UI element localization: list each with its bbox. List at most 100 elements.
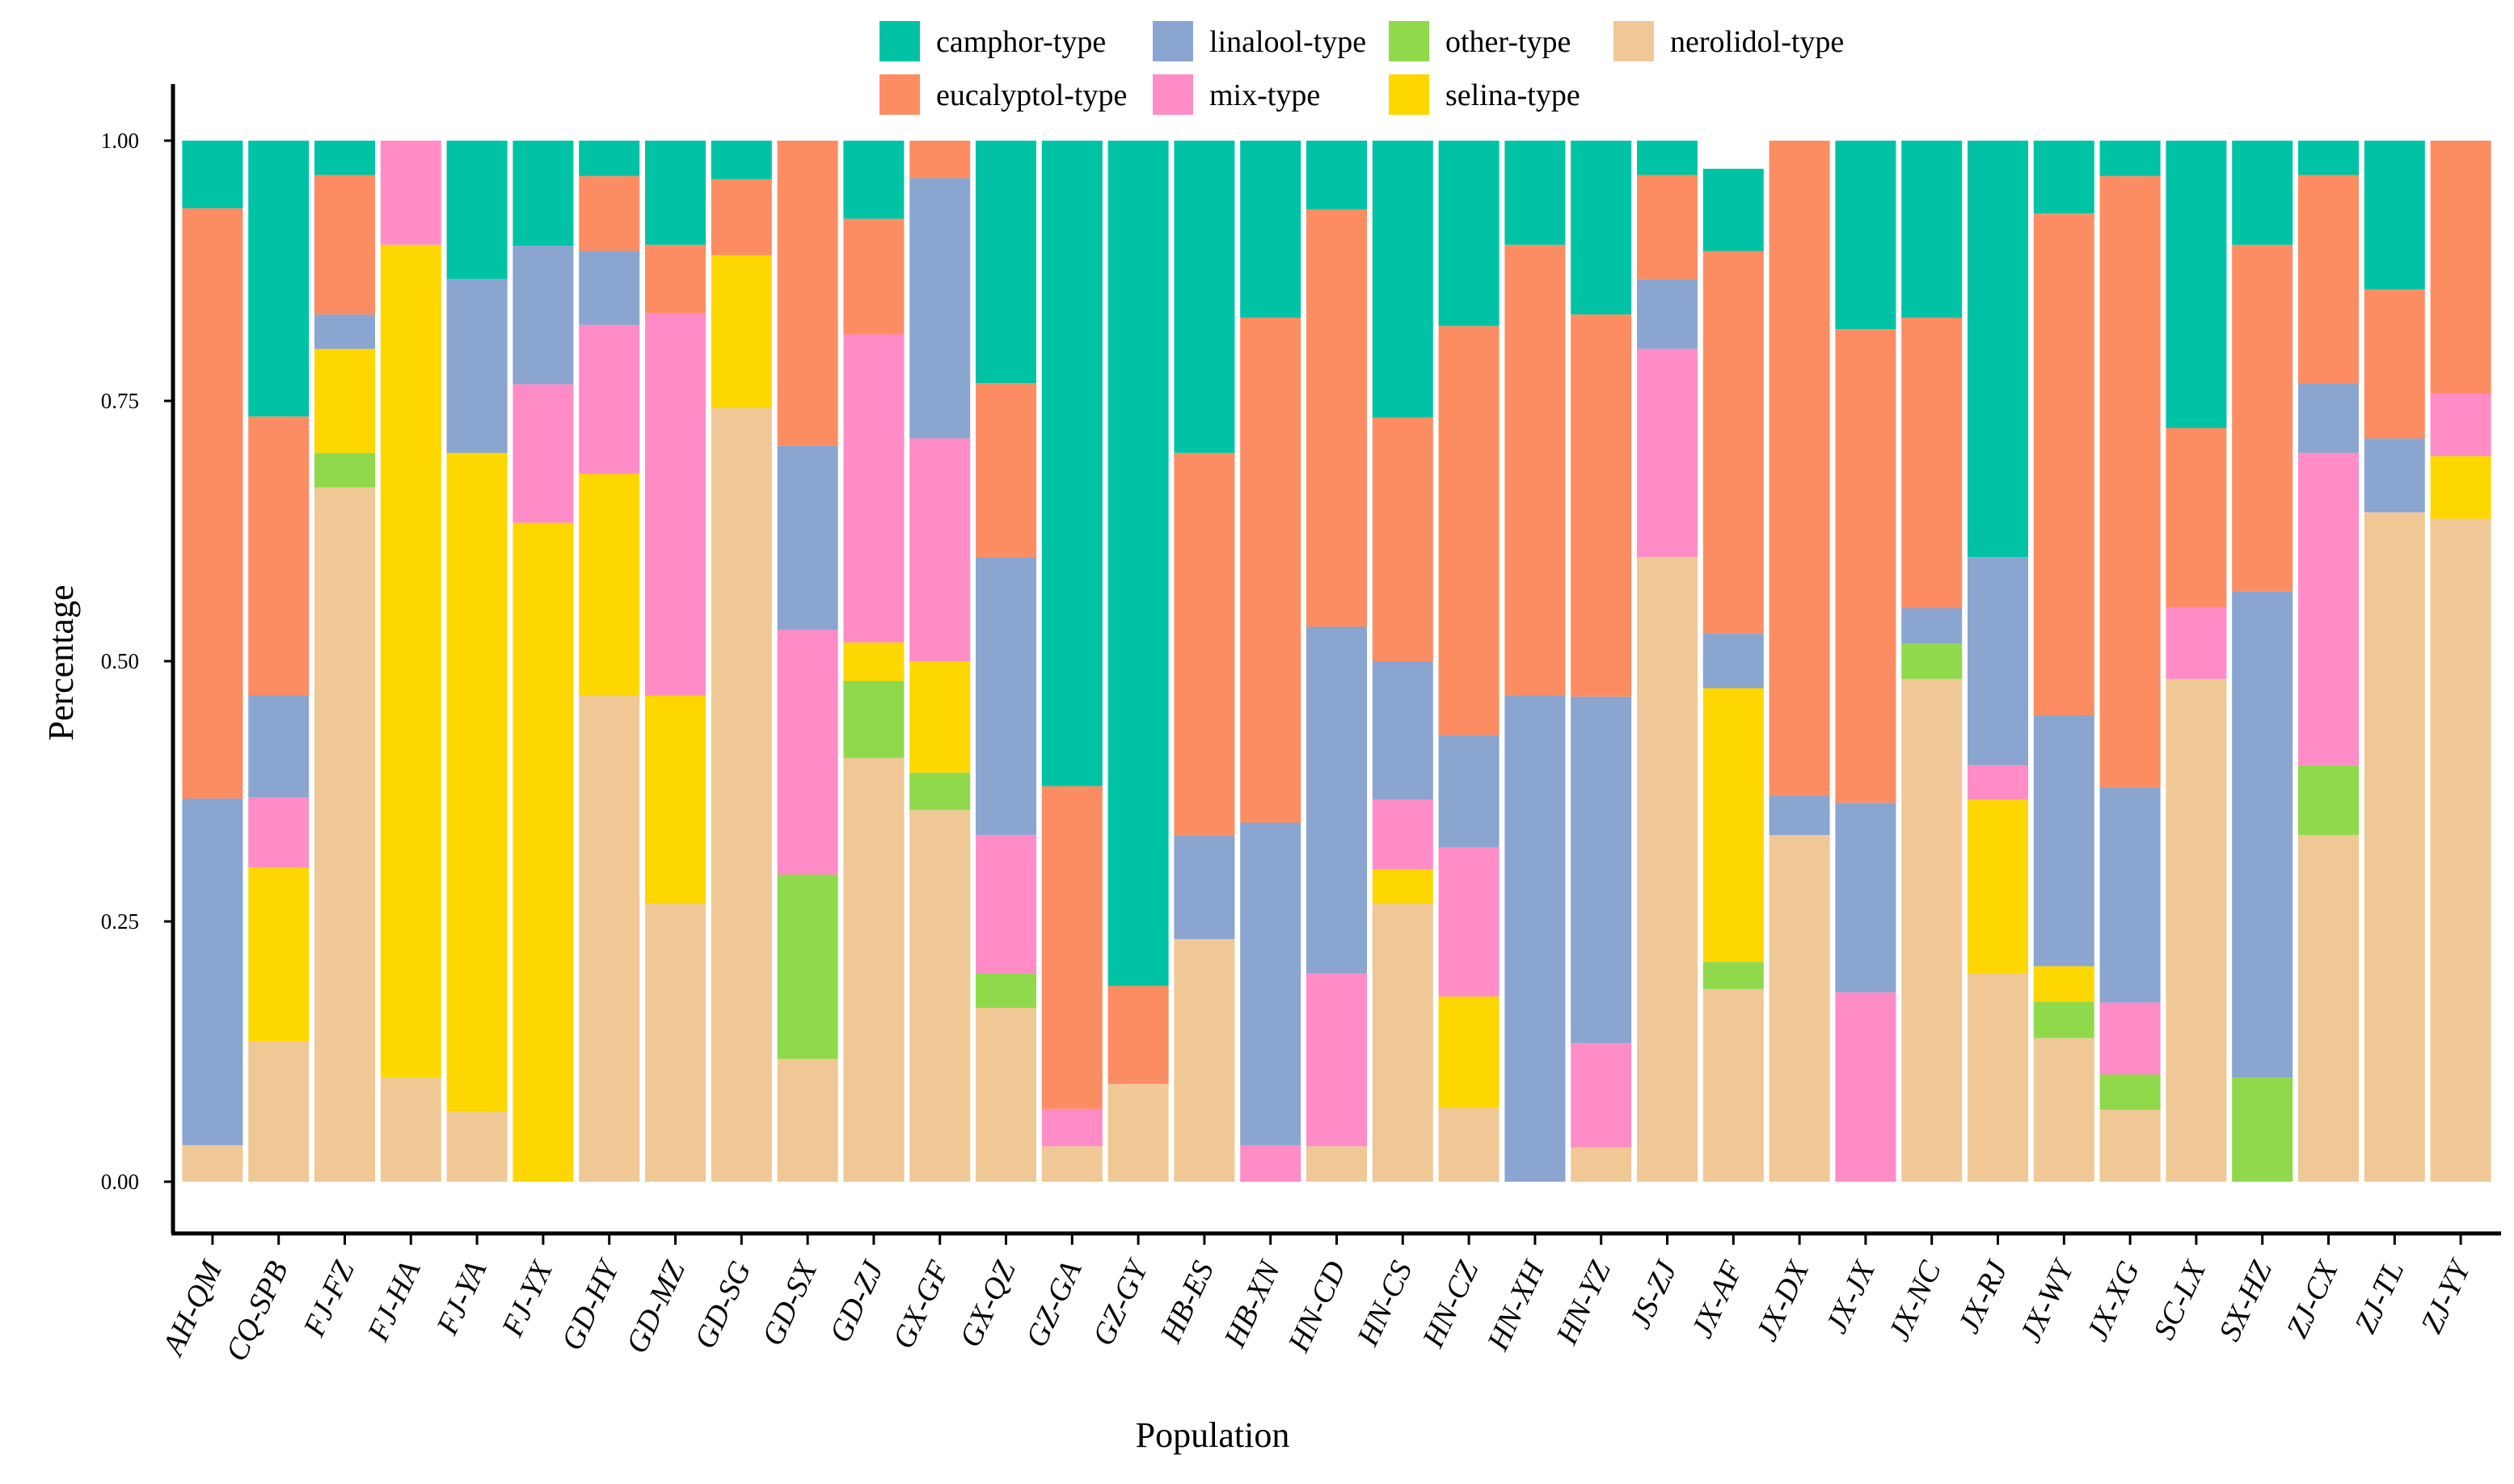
bar-segment-hn-cz-selina-type xyxy=(1438,996,1500,1108)
bar-segment-jx-af-other-type xyxy=(1702,962,1764,989)
bar-segment-hn-cz-eucalyptol-type xyxy=(1438,326,1500,736)
x-tick-label-jx-rj: JX-RJ xyxy=(1951,1254,2014,1339)
bar-segment-jx-rj-linalool-type xyxy=(1968,557,2028,765)
bar-segment-fj-ya-nerolidol-type xyxy=(446,1111,508,1182)
bar-segment-gx-qz-mix-type xyxy=(976,835,1036,974)
bar-segment-sx-hz-linalool-type xyxy=(2232,591,2293,1078)
x-tick-label-hb-xn: HB-XN xyxy=(1217,1254,1288,1353)
legend-swatch-other-type xyxy=(1389,21,1429,61)
bar-segment-sc-lx-eucalyptol-type xyxy=(2166,428,2227,607)
x-tick-label-gd-sx: GD-SX xyxy=(756,1254,825,1351)
legend-label-nerolidol-type: nerolidol-type xyxy=(1670,25,1844,59)
bar-segment-fj-yx-linalool-type xyxy=(513,246,574,385)
bar-segment-fj-yx-mix-type xyxy=(513,384,574,523)
bar-segment-js-zj-linalool-type xyxy=(1637,279,1698,349)
bar-segment-jx-nc-linalool-type xyxy=(1901,608,1963,644)
bar-segment-gx-gf-mix-type xyxy=(909,438,971,661)
bar-segment-fj-yx-selina-type xyxy=(513,522,574,1182)
bar-segment-sx-hz-other-type xyxy=(2232,1077,2293,1182)
bar-segment-zj-tl-linalool-type xyxy=(2364,438,2425,512)
x-tick-label-jx-nc: JX-NC xyxy=(1882,1255,1948,1346)
bar-segment-gx-gf-selina-type xyxy=(909,661,971,773)
bar-segment-fj-fz-camphor-type xyxy=(314,141,375,175)
bar-segment-hb-xn-eucalyptol-type xyxy=(1240,318,1301,823)
bar-segment-zj-tl-camphor-type xyxy=(2364,141,2425,290)
bar-segment-fj-fz-eucalyptol-type xyxy=(314,175,375,315)
bar-segment-js-zj-nerolidol-type xyxy=(1637,557,1698,1182)
bar-segment-zj-cx-mix-type xyxy=(2298,453,2359,765)
bar-segment-zj-yy-eucalyptol-type xyxy=(2430,141,2491,394)
x-tick-label-gd-zj: GD-ZJ xyxy=(823,1254,891,1347)
x-tick-label-gd-sg: GD-SG xyxy=(688,1256,757,1354)
x-tick-label-hb-es: HB-ES xyxy=(1154,1256,1221,1348)
bar-segment-gd-zj-camphor-type xyxy=(843,141,905,219)
bar-segment-jx-xg-eucalyptol-type xyxy=(2099,175,2161,787)
bar-segment-jx-nc-nerolidol-type xyxy=(1901,678,1963,1182)
bar-segment-jx-wy-eucalyptol-type xyxy=(2033,213,2094,715)
x-tick-label-gx-gf: GX-GF xyxy=(887,1255,957,1354)
legend-swatch-nerolidol-type xyxy=(1613,21,1654,61)
bar-segment-jx-jx-eucalyptol-type xyxy=(1835,329,1896,803)
bar-segment-gd-zj-other-type xyxy=(843,681,905,758)
bar-segment-gx-qz-camphor-type xyxy=(976,141,1036,384)
bar-segment-hn-xh-linalool-type xyxy=(1504,695,1566,1182)
bar-segment-hn-yz-mix-type xyxy=(1571,1043,1632,1148)
legend-label-eucalyptol-type: eucalyptol-type xyxy=(936,78,1127,112)
x-tick-label-gz-gy: GZ-GY xyxy=(1086,1254,1156,1351)
bar-segment-jx-dx-eucalyptol-type xyxy=(1769,141,1830,796)
bar-segment-cq-spb-eucalyptol-type xyxy=(248,416,310,696)
bar-segment-hb-xn-mix-type xyxy=(1240,1145,1301,1182)
bar-segment-hb-es-linalool-type xyxy=(1174,835,1235,939)
bar-segment-jx-af-linalool-type xyxy=(1702,633,1764,689)
bar-segment-gx-gf-nerolidol-type xyxy=(909,810,971,1182)
bar-segment-zj-tl-eucalyptol-type xyxy=(2364,289,2425,439)
bar-segment-gx-qz-linalool-type xyxy=(976,557,1036,836)
x-tick-label-hn-xh: HN-XH xyxy=(1480,1254,1552,1356)
bar-segment-gd-zj-selina-type xyxy=(843,642,905,681)
bar-segment-ah-qm-eucalyptol-type xyxy=(182,208,243,799)
bar-segment-hn-cd-camphor-type xyxy=(1306,141,1367,209)
x-tick-label-zj-tl: ZJ-TL xyxy=(2348,1256,2411,1339)
bar-segment-gx-qz-other-type xyxy=(976,973,1036,1008)
bar-segment-fj-fz-nerolidol-type xyxy=(314,487,375,1182)
bar-segment-gd-sx-mix-type xyxy=(777,630,838,875)
bar-segment-jx-wy-linalool-type xyxy=(2033,715,2094,967)
bar-segment-hb-xn-linalool-type xyxy=(1240,822,1301,1145)
x-tick-label-js-zj: JS-ZJ xyxy=(1623,1254,1685,1334)
x-tick-label-jx-af: JX-AF xyxy=(1685,1255,1749,1343)
x-tick-label-jx-dx: JX-DX xyxy=(1749,1254,1816,1346)
x-tick-label-jx-xg: JX-XG xyxy=(2080,1256,2146,1346)
bar-segment-gd-hy-nerolidol-type xyxy=(579,695,640,1182)
bar-segment-zj-tl-nerolidol-type xyxy=(2364,512,2425,1182)
legend-swatch-linalool-type xyxy=(1153,21,1193,61)
bar-segment-jx-af-selina-type xyxy=(1702,688,1764,963)
bar-segment-ah-qm-nerolidol-type xyxy=(182,1145,243,1182)
x-tick-label-jx-jx: JX-JX xyxy=(1820,1254,1883,1338)
bar-segment-gd-sx-eucalyptol-type xyxy=(777,141,838,446)
bar-segment-hn-cd-mix-type xyxy=(1306,973,1367,1147)
bar-segment-hn-xh-camphor-type xyxy=(1504,141,1566,245)
bar-segment-gx-qz-eucalyptol-type xyxy=(976,383,1036,558)
bar-segment-fj-ya-linalool-type xyxy=(446,279,508,453)
bar-segment-jx-xg-mix-type xyxy=(2099,1002,2161,1075)
y-ticks: 0.00 0.25 0.50 0.75 1.00 xyxy=(101,129,173,1194)
x-tick-label-fj-yx: FJ-YX xyxy=(496,1254,560,1342)
bar-segment-hn-xh-eucalyptol-type xyxy=(1504,244,1566,696)
bar-segment-fj-ya-selina-type xyxy=(446,453,508,1112)
bar-segment-hn-yz-camphor-type xyxy=(1571,141,1632,315)
bar-segment-hn-yz-linalool-type xyxy=(1571,696,1632,1043)
x-tick-label-zj-cx: ZJ-CX xyxy=(2280,1254,2346,1343)
x-tick-label-hn-cz: HN-CZ xyxy=(1415,1255,1485,1353)
bar-segment-gx-gf-other-type xyxy=(909,772,971,811)
bar-segment-js-zj-camphor-type xyxy=(1637,141,1698,175)
legend-label-other-type: other-type xyxy=(1445,25,1571,59)
x-tick-label-fj-ya: FJ-YA xyxy=(430,1255,494,1340)
legend: camphor-type eucalyptol-type linalool-type… xyxy=(879,21,1844,115)
bar-segment-gd-zj-eucalyptol-type xyxy=(843,218,905,335)
bar-segment-hn-cz-mix-type xyxy=(1438,847,1500,997)
bar-segment-gd-hy-linalool-type xyxy=(579,251,640,325)
bar-segment-hn-yz-eucalyptol-type xyxy=(1571,314,1632,697)
bar-segment-hb-xn-camphor-type xyxy=(1240,141,1301,318)
x-tick-label-ah-qm: AH-QM xyxy=(155,1254,230,1363)
bar-segment-gd-mz-selina-type xyxy=(645,695,706,904)
